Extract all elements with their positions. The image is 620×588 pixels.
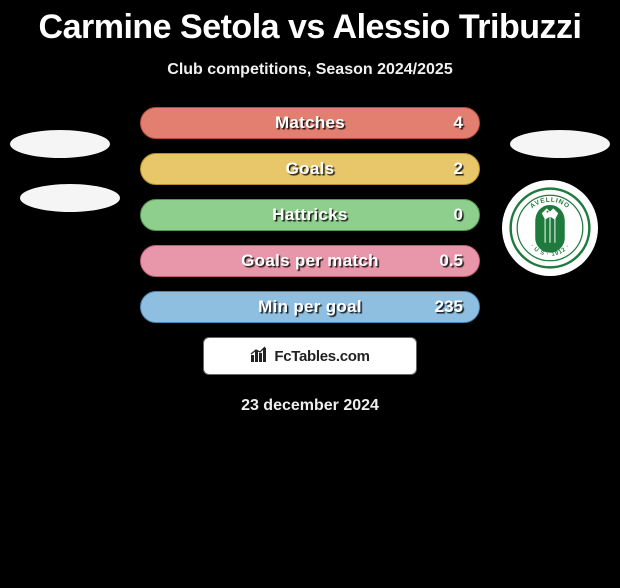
bar-row-min-per-goal: Min per goal 235 <box>140 291 480 323</box>
bar-value: 4 <box>454 113 463 133</box>
bar-matches: Matches 4 <box>140 107 480 139</box>
bar-row-goals: Goals 2 <box>140 153 480 185</box>
bar-value: 0 <box>454 205 463 225</box>
bar-label: Goals per match <box>141 251 479 271</box>
bar-label: Min per goal <box>141 297 479 317</box>
fctables-watermark: FcTables.com <box>203 337 417 375</box>
bar-label: Goals <box>141 159 479 179</box>
page-title: Carmine Setola vs Alessio Tribuzzi <box>0 8 620 47</box>
bar-min-per-goal: Min per goal 235 <box>140 291 480 323</box>
fctables-label: FcTables.com <box>274 348 369 365</box>
bar-hattricks: Hattricks 0 <box>140 199 480 231</box>
bar-label: Matches <box>141 113 479 133</box>
comparison-chart: Matches 4 Goals 2 Hattricks 0 Goals per … <box>0 107 620 323</box>
subtitle: Club competitions, Season 2024/2025 <box>0 61 620 79</box>
bar-row-matches: Matches 4 <box>140 107 480 139</box>
bar-value: 2 <box>454 159 463 179</box>
bar-value: 235 <box>435 297 463 317</box>
bars-chart-icon <box>250 345 270 368</box>
date-label: 23 december 2024 <box>0 397 620 415</box>
bar-value: 0.5 <box>439 251 463 271</box>
bar-row-hattricks: Hattricks 0 <box>140 199 480 231</box>
bar-label: Hattricks <box>141 205 479 225</box>
bar-row-goals-per-match: Goals per match 0.5 <box>140 245 480 277</box>
bar-goals-per-match: Goals per match 0.5 <box>140 245 480 277</box>
bar-goals: Goals 2 <box>140 153 480 185</box>
